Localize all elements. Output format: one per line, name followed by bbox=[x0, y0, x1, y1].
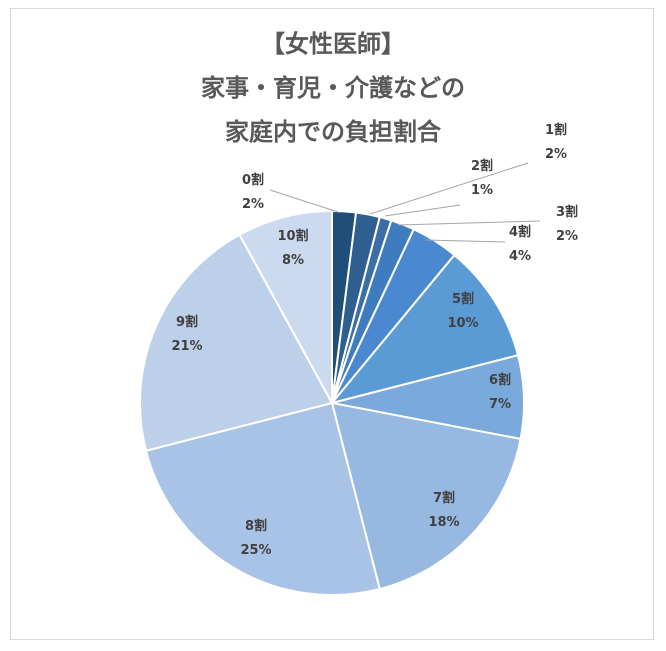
pie-slice-9 bbox=[139, 233, 334, 452]
category-label-9: 9割 bbox=[176, 314, 198, 330]
leader-line-3 bbox=[397, 220, 541, 226]
category-label-6: 6割 bbox=[489, 372, 511, 388]
leader-line-4 bbox=[424, 239, 506, 243]
chart-title-line-1: 【女性医師】 bbox=[261, 30, 405, 58]
pie-slice-10 bbox=[238, 209, 333, 404]
pie-slice-8 bbox=[144, 401, 381, 596]
category-label-7: 7割 bbox=[433, 490, 455, 506]
value-label-5: 10% bbox=[447, 316, 478, 331]
category-label-0: 0割 bbox=[242, 172, 264, 188]
category-label-4: 4割 bbox=[509, 224, 531, 240]
value-label-2: 1% bbox=[471, 183, 493, 198]
category-label-3: 3割 bbox=[556, 204, 578, 220]
value-label-9: 21% bbox=[171, 339, 202, 354]
leader-line-0 bbox=[269, 189, 339, 213]
value-label-4: 4% bbox=[509, 249, 531, 264]
value-label-3: 2% bbox=[556, 229, 578, 244]
value-label-0: 2% bbox=[242, 197, 264, 212]
pie-slice-7 bbox=[330, 401, 522, 591]
pie-slices bbox=[139, 209, 525, 596]
pie-labels: 0割 2% 1割 2% 2割 1% 3割 2% 4割 4% 5割 10% 6割 7% 7割 18% 8割 25% 9… bbox=[171, 122, 578, 558]
value-label-10: 8% bbox=[282, 253, 304, 268]
chart-title-line-2: 家事・育児・介護などの bbox=[201, 74, 465, 102]
value-label-1: 2% bbox=[545, 147, 567, 162]
category-label-8: 8割 bbox=[245, 518, 267, 534]
category-label-2: 2割 bbox=[471, 158, 493, 174]
chart-title-line-3: 家庭内での負担割合 bbox=[225, 118, 442, 146]
value-label-8: 25% bbox=[240, 543, 271, 558]
category-label-10: 10割 bbox=[277, 228, 308, 244]
leader-line-2 bbox=[384, 204, 461, 217]
leader-line-1 bbox=[369, 162, 529, 215]
value-label-7: 18% bbox=[428, 515, 459, 530]
pie-slice-5 bbox=[329, 253, 520, 405]
category-label-5: 5割 bbox=[452, 291, 474, 307]
value-label-6: 7% bbox=[489, 397, 511, 412]
category-label-1: 1割 bbox=[545, 122, 567, 138]
